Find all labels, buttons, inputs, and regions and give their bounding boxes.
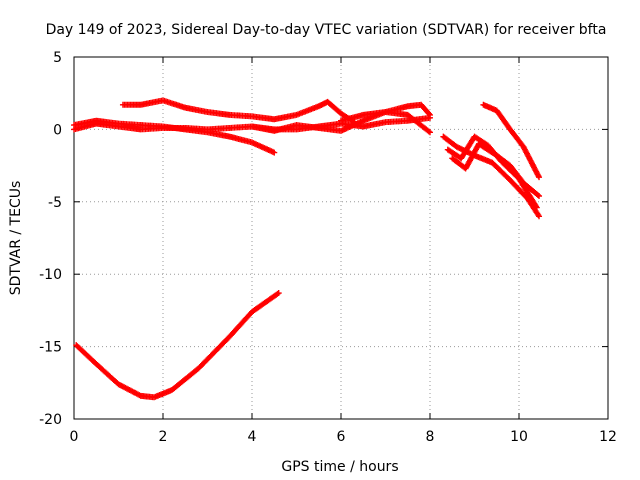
- chart-title: Day 149 of 2023, Sidereal Day-to-day VTE…: [46, 22, 607, 38]
- y-tick-labels: -20 -15 -10 -5 0 5: [39, 50, 62, 428]
- series-arc-e: [338, 101, 433, 124]
- axis-ticks: [73, 56, 609, 420]
- series-arc-f: [440, 133, 543, 220]
- x-tick-label: 10: [510, 429, 528, 445]
- x-tick-label: 8: [426, 429, 435, 445]
- x-tick-label: 2: [159, 429, 168, 445]
- series-arc-h: [449, 140, 543, 200]
- y-tick-label: -20: [39, 412, 62, 428]
- data-point: [534, 192, 541, 199]
- y-tick-label: -10: [39, 267, 62, 283]
- x-tick-label: 4: [248, 429, 257, 445]
- y-tick-label: 5: [53, 50, 62, 66]
- x-tick-label: 12: [599, 429, 617, 445]
- series-arc-i: [480, 101, 543, 181]
- series-arc-c: [119, 97, 358, 126]
- y-tick-label: 0: [53, 122, 62, 138]
- x-tick-label: 0: [70, 429, 79, 445]
- data-point: [536, 213, 543, 220]
- data-point: [275, 290, 282, 297]
- data-point: [426, 110, 433, 117]
- x-tick-labels: 0 2 4 6 8 10 12: [70, 429, 617, 445]
- x-axis-label: GPS time / hours: [281, 459, 398, 475]
- y-axis-label: SDTVAR / TECUs: [8, 181, 24, 296]
- data-points: [71, 97, 543, 401]
- series-arc-d: [249, 109, 433, 136]
- data-point: [425, 128, 432, 135]
- data-point: [533, 204, 540, 211]
- y-tick-label: -5: [48, 195, 62, 211]
- data-point: [536, 193, 543, 200]
- series-arc-j: [73, 290, 282, 401]
- data-point: [271, 149, 278, 156]
- y-tick-label: -15: [39, 340, 62, 356]
- data-point: [427, 129, 433, 136]
- x-tick-label: 6: [337, 429, 346, 445]
- data-point: [536, 174, 543, 181]
- data-point: [427, 111, 433, 118]
- data-point: [274, 290, 281, 297]
